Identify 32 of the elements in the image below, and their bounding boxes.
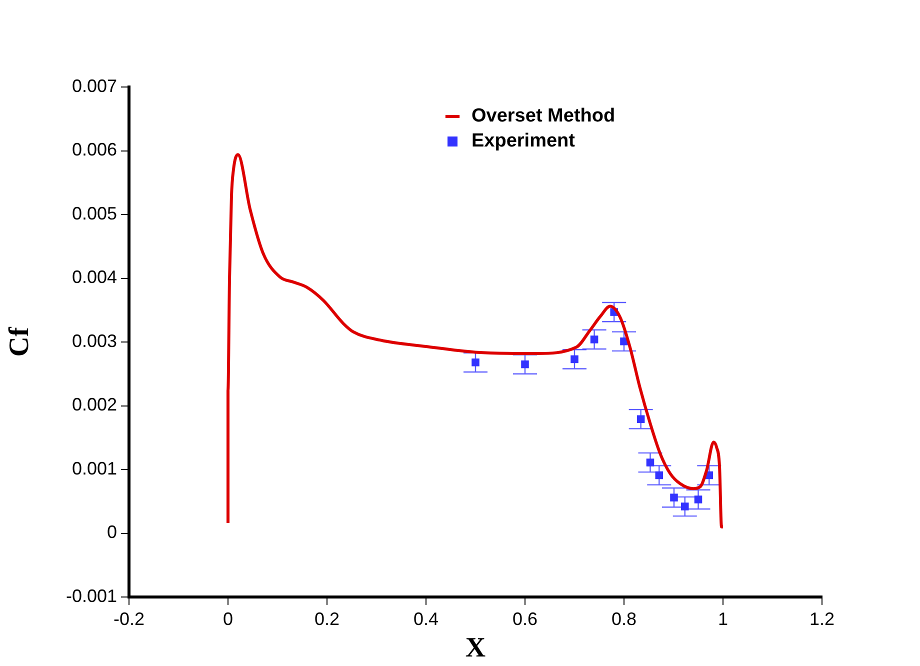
x-tick-label: 0 [222, 608, 234, 629]
y-tick-label: 0.002 [72, 394, 117, 415]
point [646, 458, 654, 466]
y-axis-title: Cf [4, 326, 36, 357]
x-tick-label: 0.8 [611, 608, 637, 629]
y-tick-label: 0.005 [72, 203, 117, 224]
y-tick-label: 0 [106, 522, 117, 542]
y-tick-label: 0.007 [72, 76, 117, 96]
point [680, 502, 689, 510]
point [636, 415, 645, 424]
line-series [226, 153, 724, 528]
y-tick-label: 0.001 [72, 458, 117, 478]
x-tick-label: 0.6 [512, 608, 538, 629]
legend-label: Experiment [472, 130, 576, 152]
x-axis-title: X [465, 632, 486, 664]
point [694, 496, 702, 504]
point [590, 336, 598, 344]
point [521, 360, 529, 368]
point [655, 471, 664, 480]
y-tick-label: 0.004 [72, 267, 117, 288]
y-tick-label: 0.006 [72, 140, 117, 160]
y-tick-label: -0.001 [66, 586, 117, 606]
x-tick-label: 1 [718, 608, 728, 629]
y-tick-label: 0.003 [72, 330, 117, 351]
legend-label: Overset Method [472, 106, 616, 127]
x-tick-label: -0.2 [113, 608, 145, 629]
x-tick-label: 0.2 [314, 608, 340, 629]
point [472, 358, 480, 366]
x-tick-label: 0.4 [413, 608, 439, 629]
x-tick-label: 1.2 [809, 608, 835, 629]
point [570, 355, 578, 364]
point [670, 494, 678, 502]
